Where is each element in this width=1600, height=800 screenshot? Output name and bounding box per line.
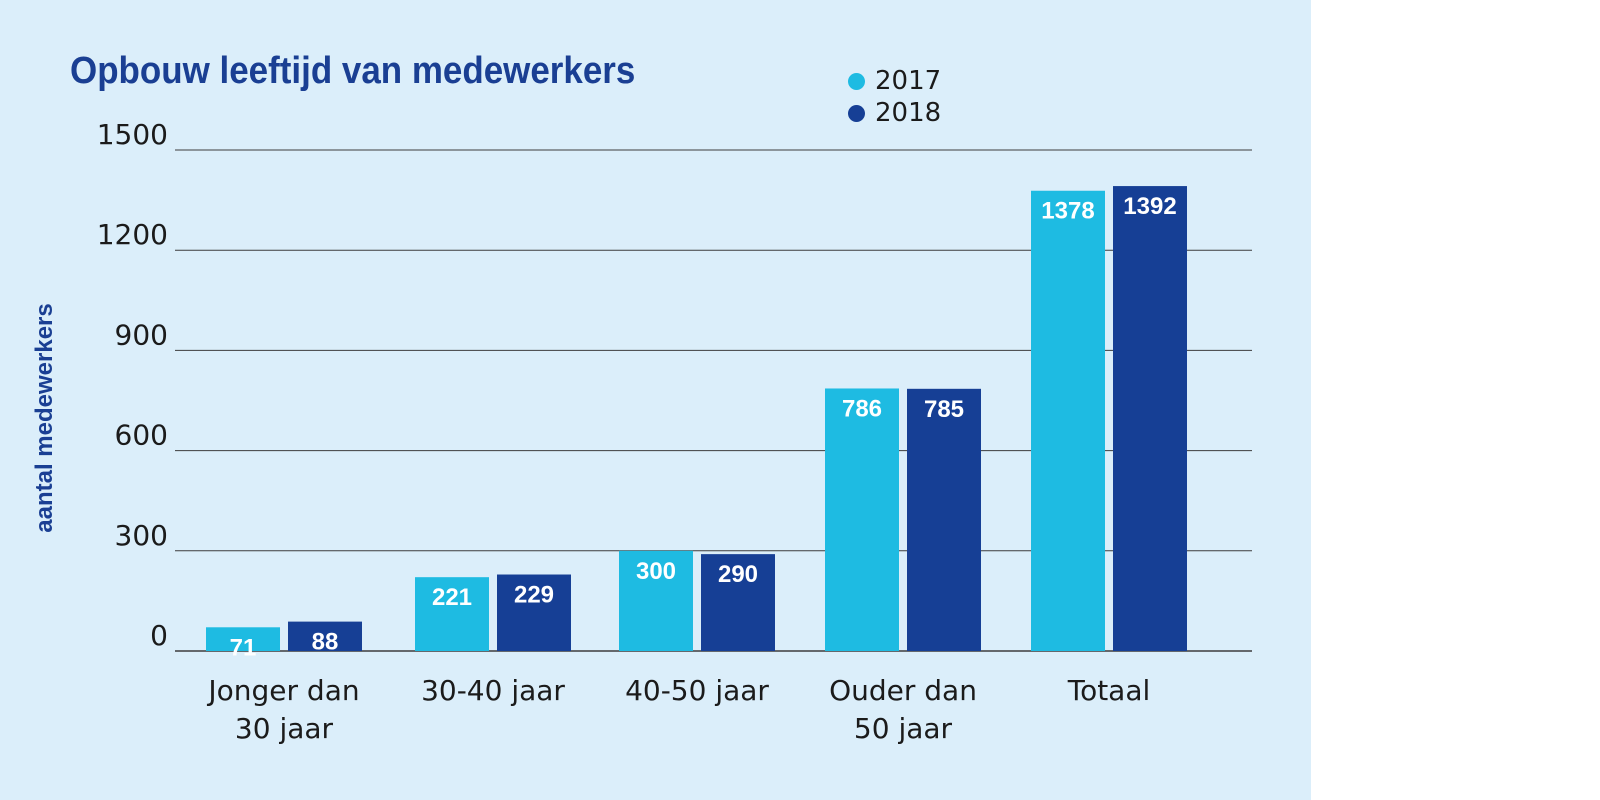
chart-panel: Opbouw leeftijd van medewerkers 2017 201…: [0, 0, 1311, 800]
data-label: 300: [636, 558, 676, 585]
chart-title: Opbouw leeftijd van medewerkers: [70, 50, 636, 92]
data-label: 88: [312, 629, 339, 656]
legend-swatch-2018: [848, 104, 865, 122]
bar-2018-2: [701, 554, 775, 651]
bar-2018-3: [907, 388, 981, 651]
y-tick-label: 1200: [97, 218, 168, 251]
y-tick-label: 900: [115, 318, 168, 351]
data-label: 786: [842, 395, 882, 422]
bar-2017-3: [825, 388, 899, 651]
bar-2017-0: [206, 627, 280, 651]
y-tick-label: 600: [115, 419, 168, 452]
x-tick-label: Jonger dan: [206, 674, 359, 707]
x-tick-label: Totaal: [1067, 674, 1151, 707]
x-tick-label: Ouder dan: [829, 674, 977, 707]
legend-label-2017: 2017: [875, 66, 942, 96]
x-tick-label: 40-50 jaar: [625, 674, 769, 707]
bar-2017-1: [415, 577, 489, 651]
x-tick-label: 30-40 jaar: [421, 674, 565, 707]
legend-label-2018: 2018: [875, 98, 942, 128]
bar-2018-1: [497, 574, 571, 651]
y-tick-label: 300: [115, 519, 168, 552]
bar-2017-2: [619, 550, 693, 651]
y-tick-label: 0: [150, 619, 168, 652]
bar-2017-4: [1031, 190, 1105, 652]
y-tick-label: 1500: [97, 118, 168, 151]
x-tick-label: 30 jaar: [235, 712, 334, 745]
data-label: 221: [432, 584, 472, 611]
legend-swatch-2017: [848, 72, 865, 90]
data-label: 290: [718, 561, 758, 588]
data-label: 1378: [1041, 198, 1094, 225]
data-label: 229: [514, 582, 554, 609]
bar-chart: 0 300 600 900 1200 1500 71 88 Jonger dan 30 jaar 2…: [97, 118, 1252, 745]
legend-item-2018: 2018: [848, 98, 941, 128]
data-label: 785: [924, 396, 964, 423]
bar-2018-0: [288, 621, 362, 651]
x-tick-label: 50 jaar: [854, 712, 953, 745]
data-label: 1392: [1123, 193, 1176, 220]
bar-2018-4: [1113, 186, 1187, 651]
data-label: 71: [230, 634, 257, 661]
legend-item-2017: 2017: [848, 66, 941, 96]
